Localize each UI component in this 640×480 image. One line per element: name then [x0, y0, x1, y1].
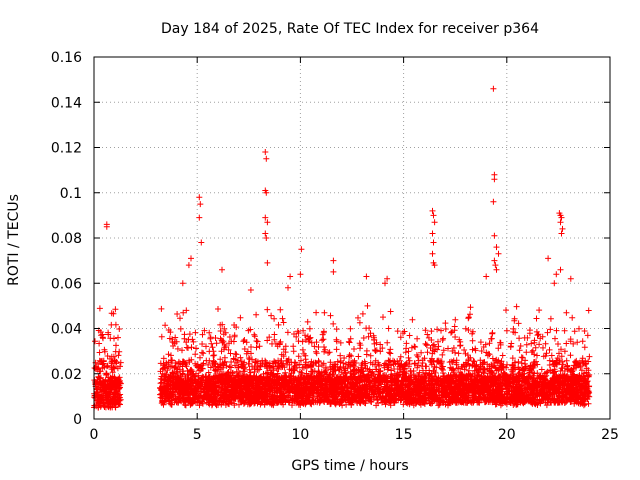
- x-axis-label: GPS time / hours: [291, 458, 408, 474]
- y-axis-label: ROTI / TECUs: [6, 194, 22, 286]
- y-tick-label: 0.02: [51, 367, 82, 383]
- x-tick-label: 10: [291, 427, 309, 443]
- y-tick-label: 0: [73, 412, 82, 428]
- x-tick-label: 20: [498, 427, 516, 443]
- y-tick-label: 0.06: [51, 276, 82, 292]
- axis-ticks: 0 5 10 15 20 25 0 0.02 0.04 0.06 0.08 0.1 0.12 0.14 0.…: [51, 50, 619, 443]
- x-tick-label: 0: [90, 427, 99, 443]
- y-tick-label: 0.16: [51, 50, 82, 66]
- chart-title: Day 184 of 2025, Rate Of TEC Index for r…: [161, 21, 539, 37]
- data-points: [91, 85, 593, 411]
- roti-points: [91, 85, 593, 411]
- y-tick-label: 0.08: [51, 231, 82, 247]
- x-tick-label: 5: [193, 427, 202, 443]
- y-tick-label: 0.14: [51, 95, 82, 111]
- y-tick-label: 0.12: [51, 141, 82, 157]
- x-tick-label: 15: [395, 427, 413, 443]
- y-tick-label: 0.1: [60, 186, 82, 202]
- x-tick-label: 25: [601, 427, 619, 443]
- grid-lines: [94, 57, 610, 419]
- y-tick-label: 0.04: [51, 322, 82, 338]
